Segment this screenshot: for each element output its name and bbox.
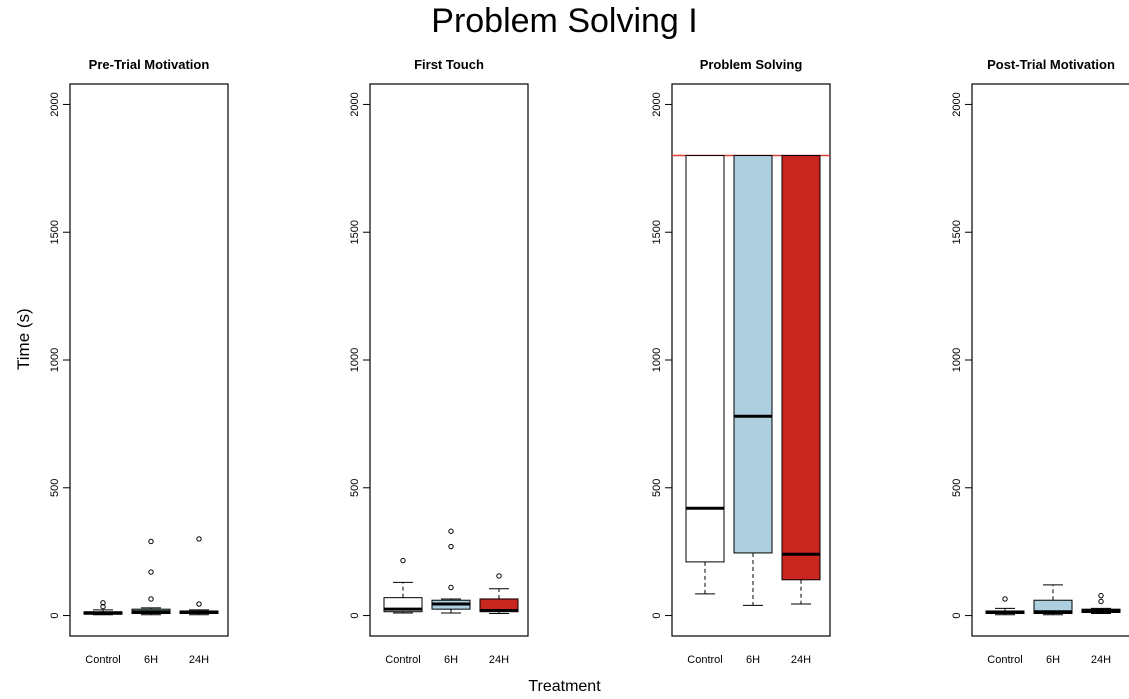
outlier-point: [448, 528, 454, 534]
y-tick-label: 0: [951, 612, 963, 618]
panel-3: Problem Solving 0 500 1000 1500 2000 Control 6H…: [651, 57, 831, 666]
box-24h: 24H: [179, 536, 219, 666]
box-control: Control: [985, 596, 1025, 666]
y-tick-label: 0: [651, 612, 663, 618]
box-6h: 6H: [1033, 584, 1073, 666]
outlier-point: [1002, 596, 1008, 602]
y-tick-label: 500: [951, 479, 963, 497]
outlier-point: [1098, 598, 1104, 605]
x-tick-label: 24H: [1091, 654, 1111, 666]
y-tick-label: 1000: [651, 348, 663, 372]
panel-1: Pre-Trial Motivation 0 500 1000 1500 2000 Cont…: [49, 57, 229, 666]
y-tick-label: 1000: [49, 348, 61, 372]
figure-title: Problem Solving I: [431, 2, 698, 40]
outlier-point: [448, 584, 454, 591]
box-6h: 6H: [733, 155, 773, 666]
x-tick-label: Control: [385, 654, 420, 666]
box-body: [781, 155, 821, 581]
x-tick-label: 24H: [489, 654, 509, 666]
y-tick-label: 2000: [49, 92, 61, 116]
x-tick-label: 6H: [444, 654, 458, 666]
outlier-point: [448, 543, 454, 550]
x-tick-label: 6H: [144, 654, 158, 666]
panel-4: Post-Trial Motivation 0 500 1000 1500 2000 Con…: [951, 57, 1129, 666]
y-tick-label: 2000: [349, 92, 361, 116]
panel-title: Post-Trial Motivation: [987, 57, 1115, 72]
box-body: [733, 155, 773, 554]
y-tick-label: 1500: [49, 220, 61, 244]
x-tick-label: 24H: [791, 654, 811, 666]
outlier-point: [496, 573, 502, 579]
panel-title: Pre-Trial Motivation: [89, 57, 210, 72]
x-tick-label: Control: [85, 654, 120, 666]
box-control: Control: [685, 155, 725, 666]
y-tick-label: 1500: [349, 220, 361, 244]
outlier-point: [100, 600, 106, 606]
x-tick-label: Control: [987, 654, 1022, 666]
plot-frame: [369, 83, 529, 637]
box-24h: 24H: [479, 573, 519, 666]
outlier-point: [196, 601, 202, 607]
y-tick-label: 500: [349, 479, 361, 497]
y-tick-label: 1500: [651, 220, 663, 244]
outlier-point: [148, 596, 154, 602]
box-24h: 24H: [1081, 592, 1121, 666]
y-tick-label: 1000: [349, 348, 361, 372]
y-tick-label: 1000: [951, 348, 963, 372]
panel-2: First Touch 0 500 1000 1500 2000 Control 6H 24H: [349, 57, 529, 666]
box-body: [685, 155, 725, 563]
y-tick-label: 0: [349, 612, 361, 618]
box-24h: 24H: [781, 155, 821, 666]
outlier-point: [148, 569, 154, 575]
box-body: [1033, 599, 1073, 615]
x-tick-label: 6H: [746, 654, 760, 666]
outlier-point: [100, 603, 106, 610]
plot-frame: [971, 83, 1129, 637]
y-tick-label: 2000: [951, 92, 963, 116]
plot-frame: [69, 83, 229, 637]
panel-title: Problem Solving: [700, 57, 803, 72]
y-tick-label: 2000: [651, 92, 663, 116]
box-6h: 6H: [431, 528, 471, 666]
panel-title: First Touch: [414, 57, 484, 72]
outlier-point: [1098, 592, 1104, 599]
outlier-point: [400, 557, 406, 564]
y-tick-label: 500: [49, 479, 61, 497]
x-tick-label: 24H: [189, 654, 209, 666]
outlier-point: [148, 538, 154, 545]
box-control: Control: [83, 600, 123, 666]
x-tick-label: Control: [687, 654, 722, 666]
outlier-point: [196, 536, 202, 542]
x-tick-label: 6H: [1046, 654, 1060, 666]
y-tick-label: 0: [49, 612, 61, 618]
box-6h: 6H: [131, 538, 171, 666]
box-control: Control: [383, 557, 423, 666]
y-tick-label: 500: [651, 479, 663, 497]
x-axis-label: Treatment: [528, 678, 601, 695]
y-tick-label: 1500: [951, 220, 963, 244]
